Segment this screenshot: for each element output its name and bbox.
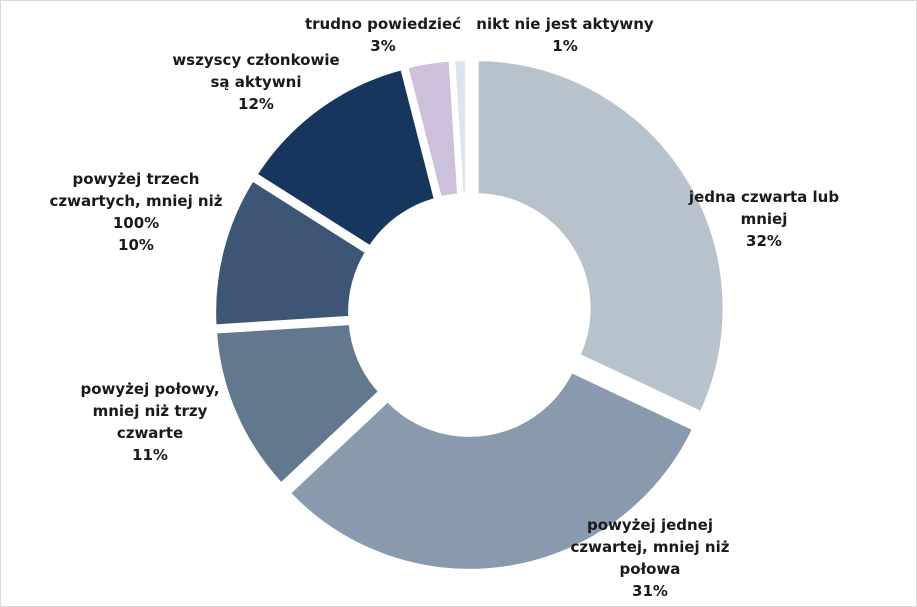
- slice-half-to-three-quarters: [210, 318, 387, 491]
- slice-three-quarters-to-all: [210, 173, 373, 331]
- slice-none-active: [448, 55, 471, 200]
- slice-label-quarter-to-half: powyżej jednej czwartej, mniej niż połow…: [570, 516, 730, 600]
- slice-label-half-to-three-quarters: powyżej połowy, mniej niż trzy czwarte 1…: [80, 380, 220, 464]
- slice-all-active: [249, 63, 441, 254]
- slice-label-all-active: wszyscy członkowie są aktywni 12%: [172, 51, 340, 113]
- slice-label-quarter-or-less: jedna czwarta lub mniej 32%: [688, 188, 840, 250]
- slice-quarter-or-less: [472, 55, 729, 419]
- slice-quarter-to-half: [282, 365, 700, 575]
- slice-label-hard-to-say: trudno powiedzieć 3%: [304, 15, 462, 55]
- slice-label-none-active: nikt nie jest aktywny 1%: [476, 15, 654, 55]
- slice-label-three-quarters-to-all: powyżej trzech czwartych, mniej niż 100%…: [49, 170, 223, 254]
